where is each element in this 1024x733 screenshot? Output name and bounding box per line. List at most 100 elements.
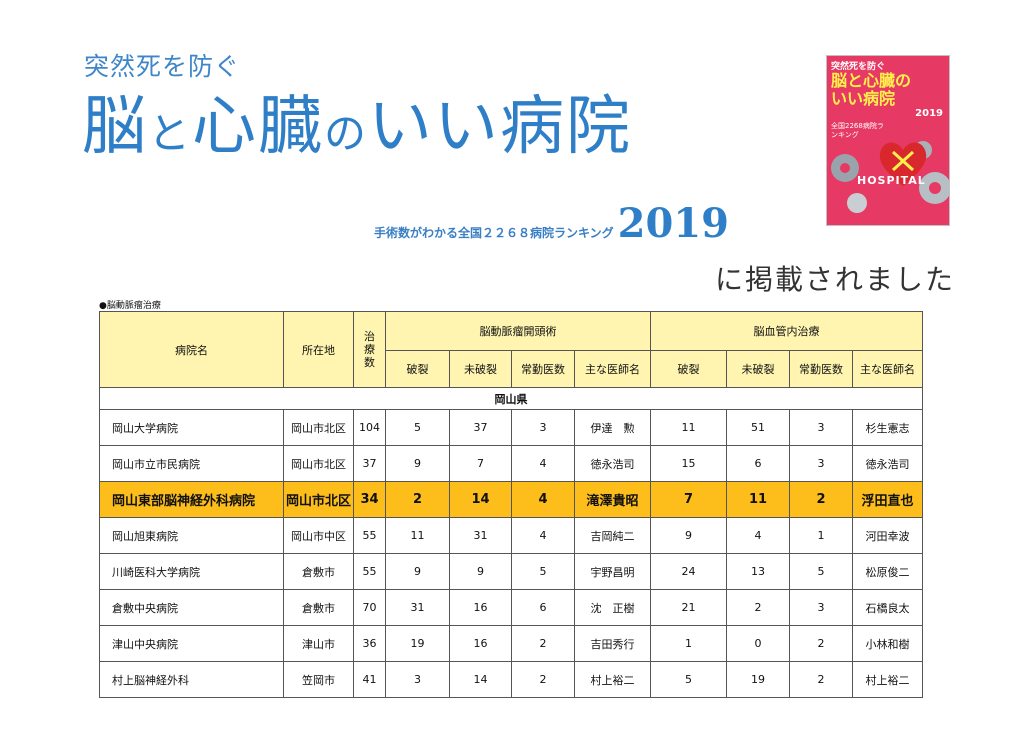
- cell-unruptured: 7: [449, 445, 512, 482]
- cell-ev-staff: 3: [789, 589, 853, 626]
- year-label: 2019: [617, 200, 729, 247]
- cell-ev-unruptured: 11: [726, 481, 790, 518]
- cell-rupture: 9: [385, 445, 450, 482]
- cell-rupture: 2: [385, 481, 450, 518]
- cell-staff: 3: [511, 409, 575, 446]
- cell-doctor: 伊達 勲: [574, 409, 651, 446]
- col-treatments-label: 治療数: [364, 330, 375, 369]
- cell-rupture: 19: [385, 625, 450, 662]
- table-row: 岡山大学病院 岡山市北区 104 5 37 3 伊達 勲 11 51 3 杉生憲志: [99, 409, 923, 446]
- prefecture-label: 岡山県: [99, 387, 923, 410]
- cell-ev-rupture: 15: [650, 445, 727, 482]
- cell-staff: 2: [511, 625, 575, 662]
- prefecture-row: 岡山県: [99, 387, 923, 410]
- cell-hospital: 岡山東部脳神経外科病院: [99, 481, 284, 518]
- cell-ev-doctor: 松原俊二: [852, 553, 923, 590]
- cell-staff: 5: [511, 553, 575, 590]
- cell-ev-staff: 1: [789, 517, 853, 554]
- cell-location: 岡山市北区: [283, 409, 354, 446]
- cell-hospital: 岡山旭東病院: [99, 517, 284, 554]
- col-hospital: 病院名: [99, 311, 284, 388]
- cell-unruptured: 14: [449, 661, 512, 698]
- cell-location: 津山市: [283, 625, 354, 662]
- col-unruptured-1: 未破裂: [449, 350, 512, 388]
- cell-treatments: 34: [353, 481, 386, 518]
- col-group-endovascular: 脳血管内治療: [650, 311, 923, 351]
- cell-doctor: 村上裕二: [574, 661, 651, 698]
- header-row-2: 破裂 未破裂 常勤医数 主な医師名 破裂 未破裂 常勤医数 主な医師名: [100, 350, 923, 388]
- cell-ev-doctor: 杉生憲志: [852, 409, 923, 446]
- cell-treatments: 36: [353, 625, 386, 662]
- cell-ev-rupture: 7: [650, 481, 727, 518]
- cell-treatments: 104: [353, 409, 386, 446]
- cell-staff: 4: [511, 517, 575, 554]
- hospital-table: 病院名 所在地 治療数 脳動脈瘤開頭術 脳血管内治療 破裂 未破裂 常勤医数 主…: [99, 311, 923, 698]
- table-row: 岡山旭東病院 岡山市中区 55 11 31 4 吉岡純二 9 4 1 河田幸波: [99, 517, 923, 554]
- cover-top-text: 突然死を防ぐ: [831, 62, 886, 72]
- cell-treatments: 55: [353, 517, 386, 554]
- cell-ev-staff: 2: [789, 661, 853, 698]
- col-unruptured-2: 未破裂: [726, 350, 790, 388]
- cell-ev-rupture: 24: [650, 553, 727, 590]
- cell-ev-staff: 2: [789, 481, 853, 518]
- cell-location: 倉敷市: [283, 589, 354, 626]
- cell-rupture: 3: [385, 661, 450, 698]
- cell-treatments: 70: [353, 589, 386, 626]
- cell-ev-doctor: 村上裕二: [852, 661, 923, 698]
- col-group-craniotomy: 脳動脈瘤開頭術: [385, 311, 651, 351]
- cell-treatments: 55: [353, 553, 386, 590]
- cell-unruptured: 16: [449, 625, 512, 662]
- cell-ev-staff: 3: [789, 409, 853, 446]
- cell-unruptured: 16: [449, 589, 512, 626]
- title-part-brain: 脳: [82, 90, 148, 164]
- table-row: 岡山市立市民病院 岡山市北区 37 9 7 4 徳永浩司 15 6 3 徳永浩司: [99, 445, 923, 482]
- title-part-no: の: [324, 109, 369, 158]
- table-row: 岡山東部脳神経外科病院 岡山市北区 34 2 14 4 滝澤貴昭 7 11 2 浮田直也: [99, 481, 923, 518]
- section-label: ●脳動脈瘤治療: [99, 301, 161, 311]
- col-staff-1: 常勤医数: [511, 350, 575, 388]
- published-label: に掲載されました: [715, 263, 956, 296]
- cell-treatments: 37: [353, 445, 386, 482]
- cell-ev-staff: 5: [789, 553, 853, 590]
- cell-location: 岡山市北区: [283, 481, 354, 518]
- cell-location: 倉敷市: [283, 553, 354, 590]
- cover-title-line1: 脳と心臓の: [831, 71, 912, 90]
- cell-ev-rupture: 9: [650, 517, 727, 554]
- cell-ev-rupture: 11: [650, 409, 727, 446]
- cover-title-line2: いい病院: [831, 89, 896, 108]
- cover-hospital-word: HOSPITAL: [857, 174, 926, 187]
- cell-ev-unruptured: 13: [726, 553, 790, 590]
- cell-hospital: 村上脳神経外科: [99, 661, 284, 698]
- cell-hospital: 倉敷中央病院: [99, 589, 284, 626]
- cell-hospital: 岡山大学病院: [99, 409, 284, 446]
- col-location: 所在地: [283, 311, 354, 388]
- cell-ev-unruptured: 2: [726, 589, 790, 626]
- cell-unruptured: 37: [449, 409, 512, 446]
- cell-ev-unruptured: 51: [726, 409, 790, 446]
- table-row: 川崎医科大学病院 倉敷市 55 9 9 5 宇野昌明 24 13 5 松原俊二: [99, 553, 923, 590]
- col-rupture-2: 破裂: [650, 350, 727, 388]
- cell-ev-doctor: 小林和樹: [852, 625, 923, 662]
- cell-rupture: 5: [385, 409, 450, 446]
- magazine-cover: 突然死を防ぐ 脳と心臓の いい病院 2019 全国2268病院ランキング HOS…: [826, 55, 950, 226]
- cell-treatments: 41: [353, 661, 386, 698]
- subtitle: 突然死を防ぐ: [84, 52, 241, 81]
- cell-rupture: 11: [385, 517, 450, 554]
- cell-staff: 4: [511, 445, 575, 482]
- cell-doctor: 沈 正樹: [574, 589, 651, 626]
- ranking-text: 手術数がわかる全国２２６８病院ランキング: [374, 226, 614, 240]
- col-treatments: 治療数: [353, 311, 386, 388]
- cell-hospital: 津山中央病院: [99, 625, 284, 662]
- cover-title: 脳と心臓の いい病院: [831, 72, 911, 108]
- cover-year: 2019: [915, 108, 943, 119]
- cell-ev-unruptured: 6: [726, 445, 790, 482]
- cell-location: 岡山市中区: [283, 517, 354, 554]
- cell-ev-unruptured: 0: [726, 625, 790, 662]
- cell-doctor: 徳永浩司: [574, 445, 651, 482]
- cell-doctor: 宇野昌明: [574, 553, 651, 590]
- cell-staff: 2: [511, 661, 575, 698]
- cell-ev-rupture: 21: [650, 589, 727, 626]
- cell-doctor: 吉田秀行: [574, 625, 651, 662]
- cell-unruptured: 9: [449, 553, 512, 590]
- table-row: 村上脳神経外科 笠岡市 41 3 14 2 村上裕二 5 19 2 村上裕二: [99, 661, 923, 698]
